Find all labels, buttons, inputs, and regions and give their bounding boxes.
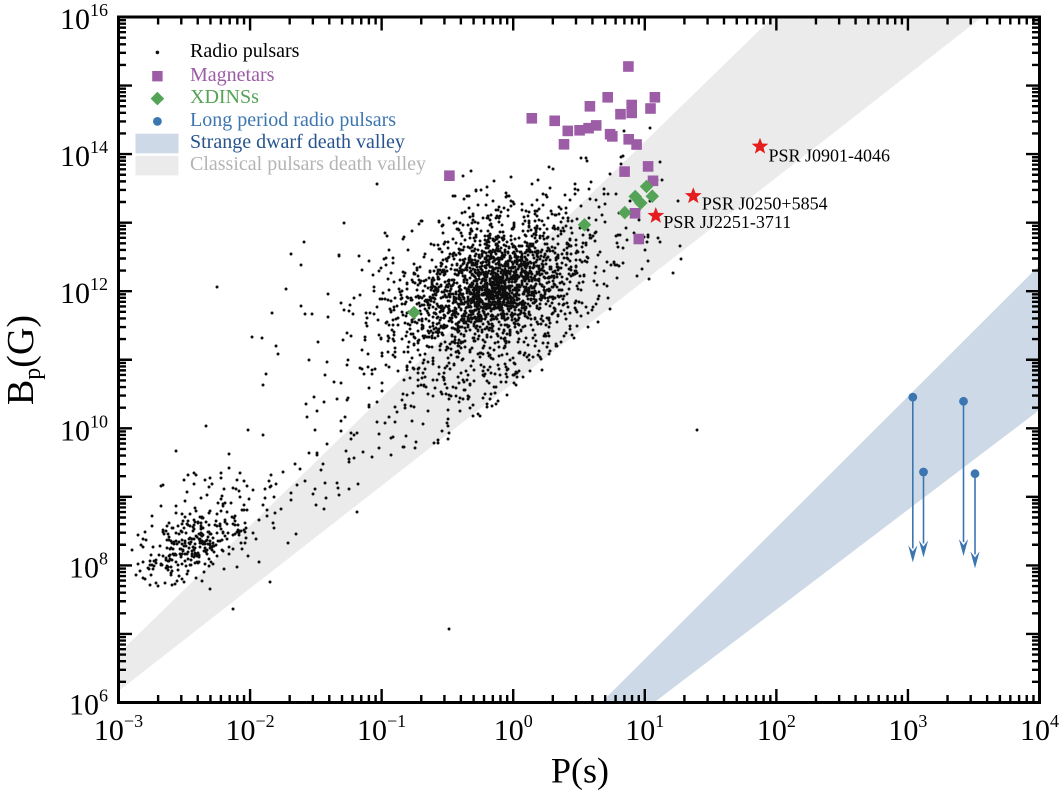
svg-text:PSR J0250+5854: PSR J0250+5854 bbox=[702, 194, 828, 214]
svg-text:10−1: 10−1 bbox=[357, 711, 406, 747]
svg-text:Bp(G): Bp(G) bbox=[0, 315, 46, 405]
svg-text:XDINSs: XDINSs bbox=[190, 86, 259, 108]
svg-text:P(s): P(s) bbox=[551, 751, 609, 791]
svg-text:Classical pulsars death valley: Classical pulsars death valley bbox=[190, 153, 426, 175]
svg-text:Radio pulsars: Radio pulsars bbox=[190, 40, 300, 62]
svg-text:Strange dwarf death valley: Strange dwarf death valley bbox=[190, 131, 405, 153]
svg-text:Magnetars: Magnetars bbox=[190, 64, 275, 86]
svg-text:PSR J0901-4046: PSR J0901-4046 bbox=[769, 146, 891, 166]
svg-text:Long period radio pulsars: Long period radio pulsars bbox=[190, 109, 396, 131]
svg-text:PSR JJ2251-3711: PSR JJ2251-3711 bbox=[663, 212, 791, 232]
